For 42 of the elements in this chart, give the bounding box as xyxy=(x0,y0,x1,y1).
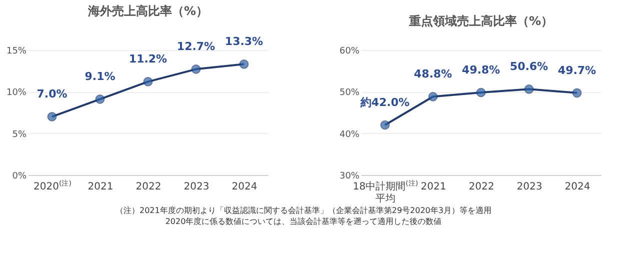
text: （注）2021年度の期初より「収益認識に関する会計基準」（企業会計基準第29号2020年3月）等を適用 xyxy=(116,206,492,215)
x-tick-label: 2022 xyxy=(136,182,162,192)
point xyxy=(47,112,57,122)
data-label: 12.7% xyxy=(176,40,216,54)
chart-title: 重点領域売上高比率（%） xyxy=(408,14,554,28)
point xyxy=(524,84,534,94)
y-tick-label: 15% xyxy=(6,46,27,56)
y-tick-label: 0% xyxy=(12,172,27,182)
x-tick-label: 2023 xyxy=(184,182,210,192)
text: 2020年度に係る数値については、当該会計基準等を遡って適用した後の数値 xyxy=(165,217,442,226)
chart-title: 海外売上高比率（%） xyxy=(86,4,208,18)
point xyxy=(428,92,438,102)
data-label: 48.8% xyxy=(414,68,452,81)
data-label: 13.3% xyxy=(224,35,264,48)
point xyxy=(143,76,153,86)
y-tick-label: 40% xyxy=(339,130,360,140)
data-label: 50.6% xyxy=(510,60,548,74)
category-label: 18中計期間$^{(注)}$ 平均 xyxy=(352,180,418,204)
point xyxy=(239,59,249,69)
data-label: 49.7% xyxy=(558,64,596,77)
x-tick-label: 2023 xyxy=(516,182,542,192)
point xyxy=(95,94,105,104)
point xyxy=(572,88,582,98)
x-tick-label: 2021 xyxy=(420,182,446,192)
x-tick-label: 2022 xyxy=(468,182,494,192)
data-label: 49.8% xyxy=(462,64,500,76)
data-label: 7.0% xyxy=(36,88,68,101)
data-label: 約42.0% xyxy=(359,96,410,109)
x-tick-label: 2021 xyxy=(88,182,114,192)
data-label: 11.2% xyxy=(128,52,168,66)
data-label: 9.1% xyxy=(84,70,116,84)
x-tick-label: 2020$^{(注)}$ xyxy=(34,180,72,192)
point xyxy=(476,88,486,98)
y-tick-label: 60% xyxy=(339,46,360,56)
y-tick-label: 50% xyxy=(339,88,360,98)
y-tick-label: 10% xyxy=(6,88,27,98)
y-tick-label: 5% xyxy=(12,130,27,140)
y-tick-label: 30% xyxy=(339,172,360,182)
x-tick-label: 2024 xyxy=(232,182,258,192)
x-tick-label: 2024 xyxy=(564,182,590,192)
point xyxy=(191,64,201,74)
point xyxy=(380,120,390,130)
